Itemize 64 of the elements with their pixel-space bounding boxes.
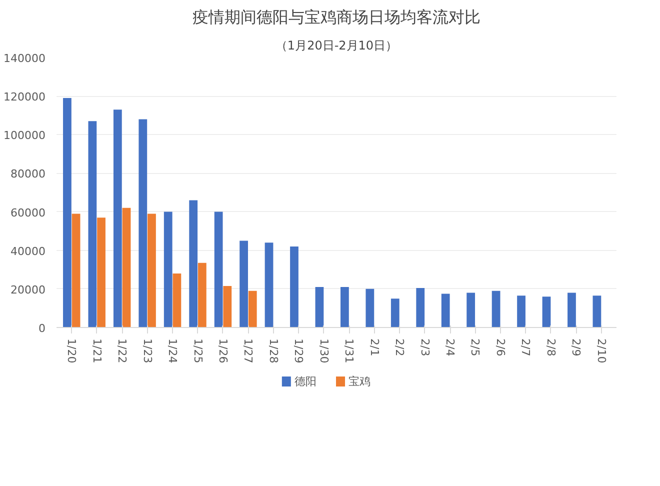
x-tick-label: 2/9 [570, 338, 583, 356]
x-tick-label: 2/6 [494, 338, 507, 356]
bar [592, 296, 602, 328]
bar [264, 242, 274, 328]
x-tick-label: 1/24 [166, 338, 180, 364]
x-tick-label: 2/4 [444, 338, 457, 356]
x-tick-label: 1/27 [242, 338, 255, 364]
bar [441, 294, 450, 328]
y-tick-label: 60000 [10, 206, 46, 220]
bar [164, 212, 172, 328]
x-tick-label: 2/1 [368, 338, 381, 356]
bar [390, 298, 400, 328]
bar [198, 262, 206, 328]
y-tick-label: 20000 [10, 283, 46, 296]
y-tick-label: 40000 [10, 244, 46, 258]
y-tick-label: 0 [38, 322, 46, 335]
legend-label: 德阳 [294, 375, 317, 388]
bar [517, 296, 526, 328]
bar [340, 287, 349, 328]
bar [148, 214, 156, 328]
x-tick-label: 1/21 [90, 338, 104, 364]
bar [223, 286, 232, 328]
x-tick-label: 1/20 [65, 338, 78, 364]
bar [72, 214, 80, 328]
x-tick-label: 2/3 [418, 338, 432, 356]
x-tick-label: 1/31 [342, 338, 356, 364]
bar [189, 200, 198, 328]
bar [542, 296, 551, 328]
x-tick-label: 1/25 [191, 338, 204, 364]
legend-label: 宝鸡 [348, 375, 371, 388]
bar [248, 290, 257, 328]
x-tick-label: 1/23 [140, 338, 154, 364]
bar [492, 290, 500, 328]
bar [240, 240, 248, 328]
bar [568, 292, 576, 328]
x-tick-label: 1/28 [266, 338, 280, 364]
x-tick-label: 1/22 [116, 338, 129, 364]
x-tick-label: 1/26 [216, 338, 230, 364]
x-tick-label: 2/5 [468, 338, 482, 356]
bar [466, 292, 476, 328]
bar [138, 119, 148, 328]
chart-title: 疫情期间德阳与宝鸡商场日场均客流对比 [192, 8, 480, 26]
x-tick-label: 1/29 [292, 338, 306, 364]
x-tick-label: 1/30 [317, 338, 330, 364]
y-tick-label: 100000 [4, 129, 46, 142]
x-tick-label: 2/7 [519, 338, 532, 356]
chart-subtitle: （1月20日-2月10日） [275, 38, 398, 52]
y-tick-label: 80000 [10, 168, 46, 181]
bar [315, 287, 324, 328]
bar [88, 121, 97, 328]
x-tick-label: 2/10 [594, 338, 608, 364]
bar [63, 98, 72, 328]
x-tick-label: 2/8 [544, 338, 558, 356]
y-tick-label: 120000 [4, 90, 46, 104]
y-tick-label: 140000 [4, 52, 46, 65]
bar [97, 218, 106, 328]
bar [290, 246, 298, 328]
bar [172, 274, 182, 328]
bar [113, 110, 122, 328]
bar [214, 212, 223, 328]
bar [416, 288, 425, 328]
x-tick-label: 2/2 [393, 338, 406, 356]
bar [122, 208, 131, 328]
bar [366, 288, 374, 328]
